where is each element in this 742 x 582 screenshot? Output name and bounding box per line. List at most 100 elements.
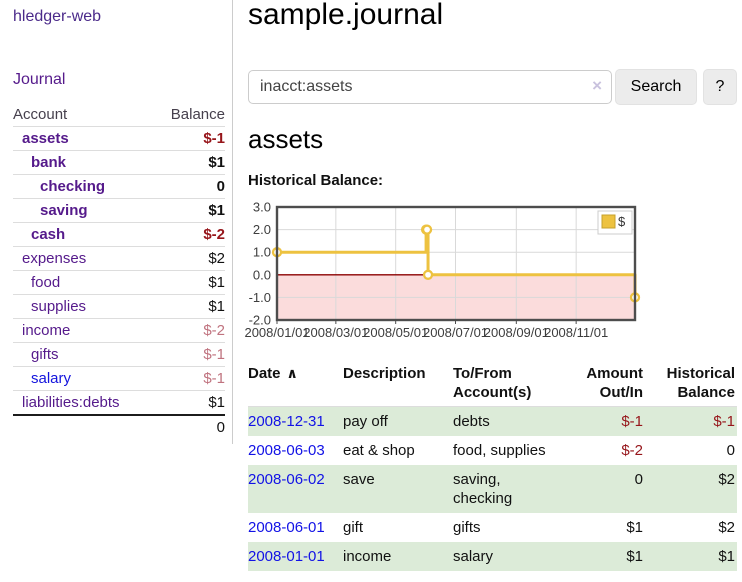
journal-nav-link[interactable]: Journal xyxy=(13,71,66,88)
transaction-date-link[interactable]: 2008-12-31 xyxy=(248,413,325,430)
account-name-cell: bank xyxy=(13,150,154,175)
y-axis-tick-label: 2.0 xyxy=(253,222,271,237)
transaction-date-cell: 2008-12-31 xyxy=(248,407,343,437)
transaction-balance: 0 xyxy=(726,442,735,459)
account-row: supplies $1 xyxy=(13,294,225,319)
transaction-accounts: gifts xyxy=(453,519,481,536)
total-spacer xyxy=(13,414,154,439)
transaction-description: pay off xyxy=(343,413,388,430)
sidebar-divider xyxy=(232,0,233,444)
account-balance: $1 xyxy=(153,294,225,319)
data-point-marker xyxy=(421,224,433,235)
accounts-table: Account Balance assets $-1 bank $1 checking 0… xyxy=(13,103,225,439)
account-name-cell: cash xyxy=(13,222,154,247)
legend-swatch xyxy=(601,214,616,229)
account-balance: $2 xyxy=(153,246,225,271)
transaction-date-link[interactable]: 2008-06-03 xyxy=(248,442,325,459)
account-heading: assets xyxy=(248,124,324,154)
transaction-amount: $-2 xyxy=(621,442,643,459)
transaction-amount: $1 xyxy=(626,548,643,565)
accounts-total-row: 0 xyxy=(13,414,225,439)
account-link-supplies[interactable]: supplies xyxy=(31,298,87,315)
historical-balance-chart: $3.0 2.0 1.0 0.0 -1.0 -2.0 2008/01/01 2008/03/0… xyxy=(244,199,678,344)
transaction-date-cell: 2008-06-03 xyxy=(248,436,343,465)
account-link-income[interactable]: income xyxy=(22,322,71,339)
account-link-gifts[interactable]: gifts xyxy=(31,346,59,363)
transaction-balance: $-1 xyxy=(713,413,735,430)
y-axis-tick-label: 3.0 xyxy=(253,200,271,215)
account-name-cell: income xyxy=(13,318,154,343)
account-link-checking[interactable]: checking xyxy=(40,178,106,195)
x-axis-tick-label: 2008/03/01 xyxy=(303,325,368,340)
transaction-row: 2008-06-01 gift gifts $1 $2 xyxy=(248,513,737,542)
transaction-date-link[interactable]: 2008-06-02 xyxy=(248,471,325,488)
balance-column-header: Balance xyxy=(153,103,225,127)
account-column-header: Account xyxy=(13,103,154,127)
account-link-salary[interactable]: salary xyxy=(31,370,72,387)
account-row: liabilities:debts $1 xyxy=(13,391,225,416)
transaction-amount: 0 xyxy=(634,471,643,488)
register-header-row: Date ∧ Description To/From Account(s) Amo… xyxy=(248,360,737,407)
transaction-amount: $-1 xyxy=(621,413,643,430)
page-title: sample.journal xyxy=(248,0,444,31)
date-column-header[interactable]: Date ∧ xyxy=(248,360,343,407)
y-axis-tick-label: -1.0 xyxy=(249,290,271,305)
transaction-accounts: saving, checking xyxy=(453,471,513,507)
account-name-cell: salary xyxy=(13,366,154,391)
transaction-balance: $2 xyxy=(718,519,735,536)
account-row: income $-2 xyxy=(13,318,225,343)
account-name-cell: saving xyxy=(13,198,154,223)
y-axis-tick-label: 1.0 xyxy=(253,245,271,260)
x-axis-tick-label: 2008/09/01 xyxy=(484,325,549,340)
transaction-description: income xyxy=(343,548,392,565)
account-link-saving[interactable]: saving xyxy=(40,202,88,219)
x-axis-tick-label: 2008/05/01 xyxy=(363,325,428,340)
x-axis-tick-label: 2008/11/01 xyxy=(544,325,608,340)
transaction-accounts: debts xyxy=(453,413,490,430)
account-link-expenses[interactable]: expenses xyxy=(22,250,87,267)
clear-search-icon[interactable]: × xyxy=(592,76,602,95)
account-name-cell: liabilities:debts xyxy=(13,391,154,416)
account-balance: $1 xyxy=(153,270,225,295)
account-balance: $1 xyxy=(153,198,225,223)
transaction-description: gift xyxy=(343,519,364,536)
sidebar: hledger-web Journal Account Balance asse… xyxy=(0,0,233,582)
search-input[interactable] xyxy=(258,72,588,102)
account-link-cash[interactable]: cash xyxy=(31,226,66,243)
app-brand-link[interactable]: hledger-web xyxy=(13,8,102,25)
transaction-date-cell: 2008-06-02 xyxy=(248,465,343,513)
account-row: gifts $-1 xyxy=(13,342,225,367)
search-box: × xyxy=(248,70,612,104)
account-name-cell: assets xyxy=(13,126,154,151)
amount-column-header: Amount Out/In xyxy=(565,360,645,407)
x-axis-tick-label: 2008/07/01 xyxy=(423,325,488,340)
chart-canvas: $3.0 2.0 1.0 0.0 -1.0 -2.02008/01/012008/03/0… xyxy=(244,200,641,340)
register-table: Date ∧ Description To/From Account(s) Amo… xyxy=(248,360,737,571)
account-balance: $-2 xyxy=(153,222,225,247)
accounts-column-header: To/From Account(s) xyxy=(453,360,565,407)
account-name-cell: gifts xyxy=(13,342,154,367)
y-axis-tick-label: -2.0 xyxy=(249,313,271,328)
transaction-accounts: salary xyxy=(453,548,494,565)
transaction-row: 2008-06-02 save saving, checking 0 $2 xyxy=(248,465,737,513)
account-link-bank[interactable]: bank xyxy=(31,154,67,171)
account-link-liabilities-debts[interactable]: liabilities:debts xyxy=(22,394,120,411)
help-button[interactable]: ? xyxy=(703,69,737,105)
account-row: assets $-1 xyxy=(13,126,225,151)
account-link-food[interactable]: food xyxy=(31,274,61,291)
y-axis-tick-label: 0.0 xyxy=(253,267,271,282)
transaction-date-link[interactable]: 2008-06-01 xyxy=(248,519,325,536)
account-name-cell: expenses xyxy=(13,246,154,271)
account-balance: $1 xyxy=(208,394,225,411)
transaction-date-link[interactable]: 2008-01-01 xyxy=(248,548,325,565)
search-button[interactable]: Search xyxy=(615,69,697,105)
legend-label: $ xyxy=(618,214,626,229)
account-balance: $-1 xyxy=(153,366,225,391)
search-row: × Search ? xyxy=(248,68,737,106)
transaction-amount: $1 xyxy=(626,519,643,536)
transaction-date-cell: 2008-06-01 xyxy=(248,513,343,542)
account-balance: $-1 xyxy=(153,126,225,151)
account-link-assets[interactable]: assets xyxy=(22,130,69,147)
account-name-cell: supplies xyxy=(13,294,154,319)
transaction-date-cell: 2008-01-01 xyxy=(248,542,343,571)
